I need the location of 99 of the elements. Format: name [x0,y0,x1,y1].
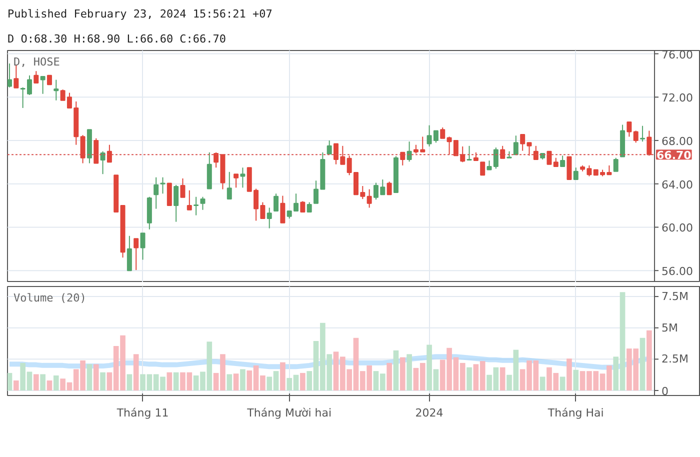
candlestick [440,126,446,139]
candlestick [174,184,179,222]
candlestick [294,193,299,212]
candlestick [560,155,566,167]
candlestick [300,200,306,213]
bar [166,372,172,390]
bar [86,364,92,390]
y-tick-label: 7.5M [662,290,689,304]
candlestick [513,135,518,156]
y-tick-label: 68.00 [662,134,694,148]
candlestick [546,150,552,165]
candlestick [533,145,538,160]
bar [386,362,392,390]
bar [400,357,406,390]
bar [560,376,566,390]
candlestick [200,196,206,210]
candlestick [613,157,618,172]
candlestick [154,176,159,210]
candlestick [520,134,526,152]
bar [646,330,652,390]
candlestick [54,79,59,101]
candlestick [100,150,106,175]
candlestick [400,152,406,166]
candlestick [266,207,272,229]
x-tick-label: Tháng Hai [546,406,604,420]
bar [406,354,412,390]
candlestick [386,181,392,196]
candlestick [40,75,46,94]
candlestick [480,162,486,176]
x-tick-label: 2024 [415,406,444,420]
candlestick [94,138,99,164]
y-tick-label: 2.5M [662,352,689,366]
bar [33,374,39,390]
bar [13,380,19,390]
bar [240,369,246,390]
bar [93,364,99,390]
bar [40,374,46,390]
x-tick-label: Tháng 11 [116,406,169,420]
bar [100,372,106,390]
candlestick [240,167,246,188]
y-tick-label: 72.00 [662,92,694,105]
y-tick-label: 64.00 [662,178,694,192]
candlestick [406,141,412,162]
bar [640,338,646,390]
candlestick [8,63,12,88]
y-tick-label: 5M [662,321,678,334]
bar [53,375,59,390]
candlestick [626,122,632,138]
candlestick [234,174,239,188]
bar [540,376,546,390]
bar [46,380,52,390]
candlestick [573,167,578,180]
ref-line-label: 66.70 [656,149,692,162]
candlestick [186,190,192,210]
bar [173,372,179,390]
candlestick [140,232,146,260]
candlestick [46,74,52,86]
candlestick [466,145,472,160]
candlestick [640,125,646,142]
bar [233,374,239,390]
candlestick [226,171,232,200]
candlestick [180,178,186,198]
annotation: Volume (20) [14,292,86,304]
bar [280,362,286,390]
candlestick [194,196,199,216]
candlestick [126,235,132,272]
bar [573,370,579,390]
candlestick [274,193,279,212]
candlestick [633,130,638,144]
candlestick [34,70,39,84]
annotation: D, HOSE [14,56,60,68]
chart-title: Published February 23, 2024 15:56:21 +07 [8,8,272,20]
bar [500,367,506,390]
candlestick [366,188,372,208]
candlestick [280,195,286,224]
bar [393,350,399,390]
candlestick [526,142,532,156]
candlestick [134,238,139,271]
bar [126,374,132,390]
candlestick [646,130,652,156]
bar [133,354,139,390]
x-tick-label: Tháng Mười hai [246,406,332,420]
y-tick-label: 0 [662,384,669,398]
bar [300,372,306,390]
chart-subtitle: D O:68.30 H:68.90 L:66.60 C:66.70 [8,32,226,46]
candlestick [326,140,332,155]
candlestick [166,182,172,206]
y-tick-label: 60.00 [662,222,694,235]
bar [466,367,472,390]
bar [226,374,232,390]
bar [8,372,12,390]
candlestick [80,134,86,164]
bar [566,358,572,390]
candlestick [566,156,572,180]
candlestick [500,145,506,159]
y-tick-label: 56.00 [662,265,694,278]
candlestick [306,202,312,213]
candlestick [106,144,112,163]
candlestick [160,176,166,194]
